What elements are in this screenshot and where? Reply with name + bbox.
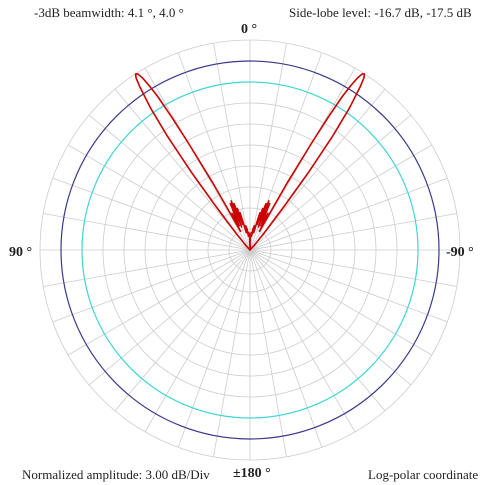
grid-spoke xyxy=(88,249,251,386)
grid-spoke xyxy=(249,249,323,448)
grid-spoke xyxy=(249,114,412,251)
grid-spoke xyxy=(43,213,251,251)
grid-spoke xyxy=(249,213,457,251)
grid-spoke xyxy=(213,43,251,251)
inner-reference-circle xyxy=(81,81,419,419)
grid-spoke xyxy=(249,249,386,412)
grid-spoke xyxy=(52,177,251,251)
grid-spoke xyxy=(249,249,457,287)
grid-spoke xyxy=(249,144,433,251)
reference-circles xyxy=(60,60,440,440)
angle-label-180: ±180 ° xyxy=(233,466,271,481)
grid-spoke xyxy=(88,114,251,251)
grid-spoke xyxy=(67,249,251,356)
grid-spoke xyxy=(144,249,251,433)
grid-spoke xyxy=(249,249,287,457)
pattern-beam-left xyxy=(134,73,251,251)
grid-spoke xyxy=(249,177,448,251)
angle-label-0: 0 ° xyxy=(241,22,258,37)
amplitude-scale-note: Normalized amplitude: 3.00 dB/Div xyxy=(22,467,210,482)
outer-reference-circle xyxy=(60,60,440,440)
grid-spoke xyxy=(249,249,412,386)
sidelobe-readout: Side-lobe level: -16.7 dB, -17.5 dB xyxy=(289,5,472,20)
coordinate-note: Log-polar coordinate xyxy=(368,467,479,482)
grid-spoke xyxy=(249,249,433,356)
grid-spoke xyxy=(213,249,251,457)
grid-spoke xyxy=(177,249,251,448)
grid-spoke xyxy=(52,249,251,323)
beamwidth-readout: -3dB beamwidth: 4.1 °, 4.0 ° xyxy=(34,5,184,20)
pattern-beam-right xyxy=(249,73,366,251)
grid-spoke xyxy=(249,249,448,323)
grid-spoke xyxy=(114,249,251,412)
radiation-pattern xyxy=(134,73,366,251)
angle-label-90: 90 ° xyxy=(9,245,33,260)
grid-spoke xyxy=(43,249,251,287)
grid-spoke xyxy=(67,144,251,251)
angle-label-minus-90: -90 ° xyxy=(446,245,474,260)
grid-spoke xyxy=(249,43,287,251)
grid-spoke xyxy=(249,249,356,433)
